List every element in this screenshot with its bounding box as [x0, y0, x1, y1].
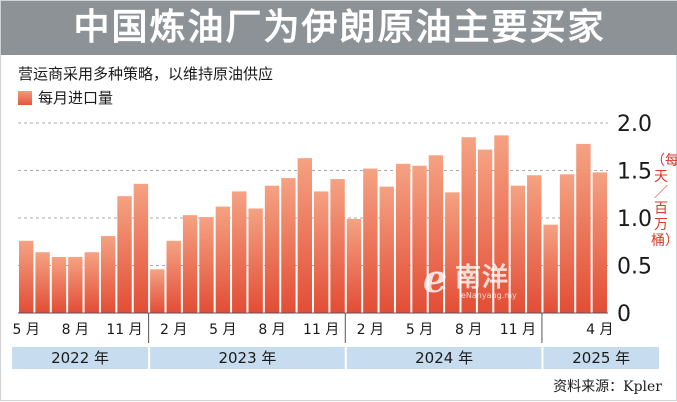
bar-2023-08 — [264, 185, 280, 313]
year-band-segment — [543, 347, 659, 369]
x-tick-label: 11 月 — [303, 322, 339, 338]
year-label: 2025 年 — [572, 349, 630, 367]
x-tick-label: 5 月 — [209, 322, 236, 338]
x-axis-year-band: 2022 年 2023 年 2024 年 2025 年 — [12, 347, 659, 369]
bar-2023-07 — [248, 208, 263, 313]
title-bar: 中国炼油厂为伊朗原油主要买家 — [1, 1, 677, 55]
bar-2025-03 — [576, 143, 591, 313]
x-tick-label: 8 月 — [455, 322, 482, 338]
legend-label: 每月进口量 — [38, 89, 114, 107]
bar-2024-11 — [510, 185, 526, 313]
bar-2024-10 — [494, 135, 509, 313]
x-tick-label: 2 月 — [357, 322, 384, 338]
source-note: 资料来源：Kpler — [553, 379, 662, 395]
x-tick-label: 11 月 — [500, 322, 536, 338]
bar-2024-07 — [445, 192, 460, 313]
y-tick-label: 2.0 — [617, 112, 652, 137]
bars — [18, 135, 608, 314]
year-label: 2024 年 — [415, 349, 473, 367]
y-tick-label: 1.0 — [617, 207, 652, 232]
bar-2024-09 — [477, 149, 493, 313]
bar-2022-07 — [51, 256, 67, 313]
bar-2025-01 — [543, 224, 558, 313]
bar-2023-09 — [281, 178, 296, 313]
gridlines — [18, 122, 608, 266]
y-axis-unit-label: （每天／百万桶） — [651, 153, 677, 249]
x-tick-label: 5 月 — [406, 322, 433, 338]
bar-2022-06 — [35, 252, 50, 313]
x-tick-label: 8 月 — [62, 322, 89, 338]
bar-2022-12 — [133, 183, 149, 313]
bar-2024-01 — [346, 218, 362, 313]
bar-2022-08 — [68, 256, 83, 313]
x-tick-label: 5 月 — [13, 322, 40, 338]
bar-2024-12 — [527, 175, 542, 313]
bar-2024-08 — [461, 137, 476, 313]
legend-swatch — [18, 91, 32, 105]
bar-2023-11 — [314, 191, 329, 313]
bar-2022-05 — [19, 240, 34, 313]
bar-2025-04 — [592, 172, 607, 313]
watermark-url: eNanyang.my — [461, 291, 517, 300]
bar-2023-10 — [297, 158, 312, 313]
chart-subtitle: 营运商采用多种策略，以维持原油供应 — [18, 65, 274, 83]
bar-2023-01 — [150, 269, 165, 313]
watermark-logo: e 南洋 eNanyang.my — [423, 259, 563, 303]
bar-2022-11 — [117, 196, 132, 313]
y-tick-label: 0.5 — [617, 255, 652, 280]
x-tick-label: 4 月 — [586, 322, 613, 338]
x-axis-month-ticks: 5 月 8 月 11 月 2 月 5 月 8 月 11 月 2 月 5 月 8 月 11 月 4 月 — [13, 313, 613, 343]
y-tick-label: 0 — [617, 302, 631, 327]
y-axis-ticks: 0 0.5 1.0 1.5 2.0 — [617, 112, 652, 327]
bar-2022-09 — [84, 252, 99, 313]
x-tick-label: 11 月 — [106, 322, 142, 338]
year-band-segment — [150, 347, 345, 369]
year-label: 2023 年 — [218, 349, 276, 367]
chart-title: 中国炼油厂为伊朗原油主要买家 — [73, 7, 606, 48]
bar-2023-03 — [182, 215, 198, 313]
bar-2023-02 — [166, 240, 181, 313]
bar-2023-12 — [330, 179, 345, 313]
y-tick-label: 1.5 — [617, 160, 652, 185]
legend: 每月进口量 — [18, 89, 113, 107]
bar-2023-04 — [199, 217, 214, 313]
bar-2025-02 — [559, 174, 575, 313]
bar-2024-04 — [395, 163, 411, 313]
bar-2024-02 — [363, 168, 378, 313]
bar-2024-03 — [379, 186, 394, 313]
year-band-segment — [346, 347, 542, 369]
bar-2024-05 — [412, 165, 427, 313]
year-label: 2022 年 — [51, 349, 109, 367]
x-tick-label: 8 月 — [258, 322, 285, 338]
bar-2022-10 — [100, 236, 116, 313]
bar-2024-06 — [428, 155, 444, 313]
x-tick-label: 2 月 — [160, 322, 187, 338]
watermark-brand: 南洋 — [455, 263, 510, 293]
bar-2023-06 — [232, 191, 247, 313]
year-band-segment — [12, 347, 149, 369]
bar-2023-05 — [215, 206, 231, 313]
watermark-initial: e — [423, 256, 448, 301]
